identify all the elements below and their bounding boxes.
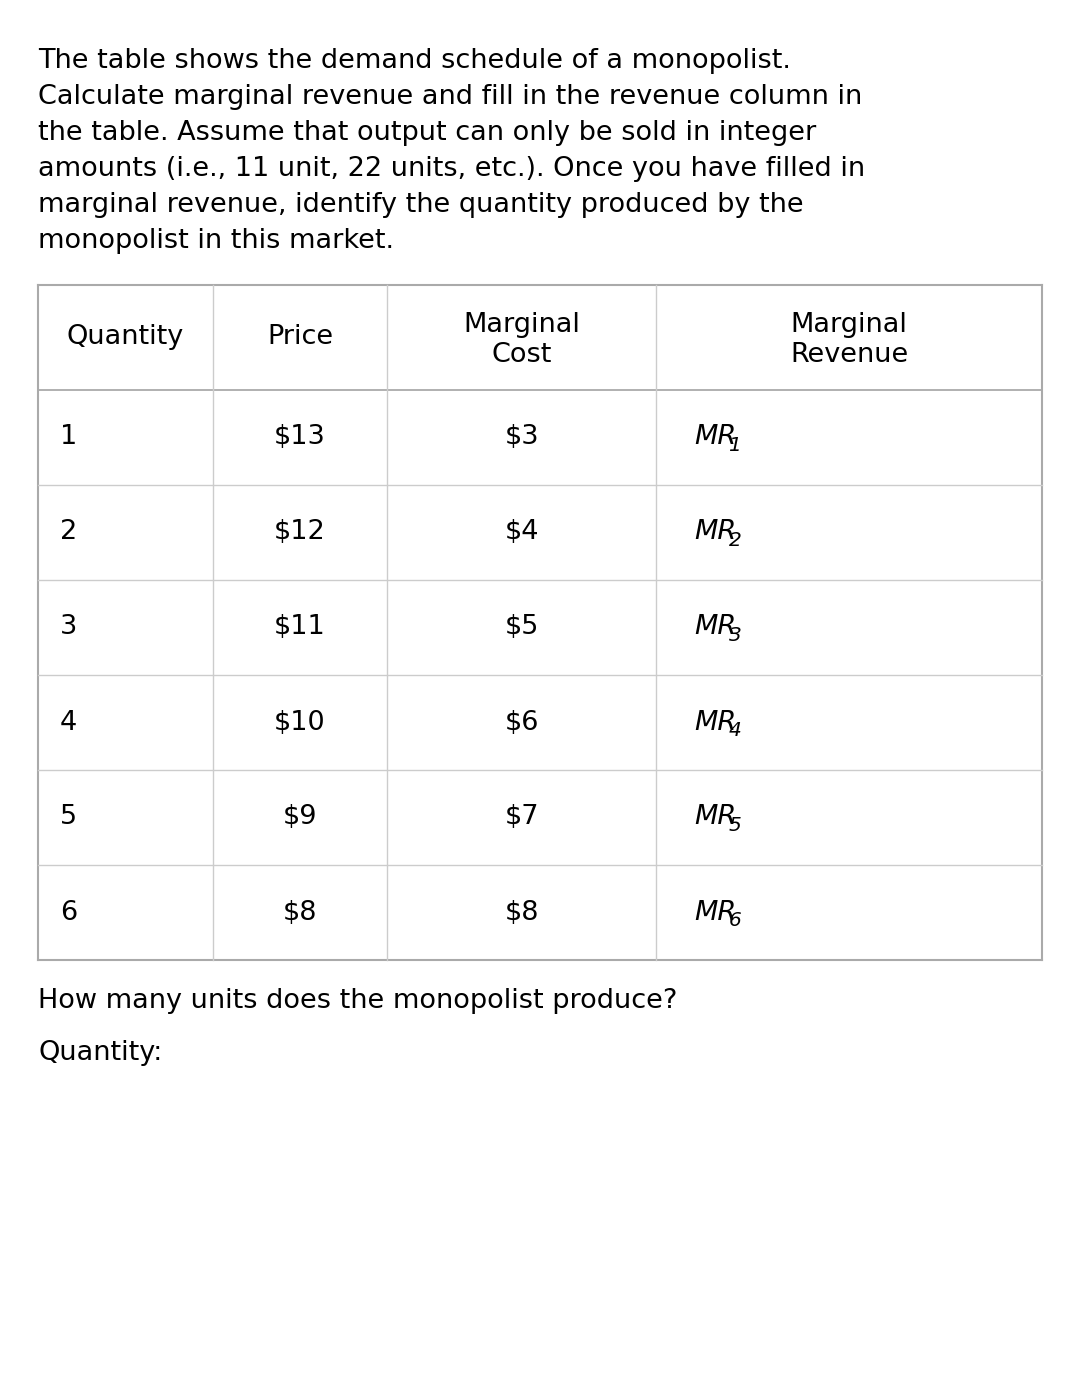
Text: $13: $13 xyxy=(274,425,326,450)
Text: The table shows the demand schedule of a monopolist.: The table shows the demand schedule of a… xyxy=(38,48,791,74)
Text: 1: 1 xyxy=(729,436,741,455)
Text: $5: $5 xyxy=(504,615,539,640)
Text: $8: $8 xyxy=(283,900,318,926)
Text: MR: MR xyxy=(694,425,737,450)
Text: 3: 3 xyxy=(729,626,741,645)
Text: MR: MR xyxy=(694,900,737,926)
Text: monopolist in this market.: monopolist in this market. xyxy=(38,228,394,255)
Text: Marginal: Marginal xyxy=(791,311,907,337)
Text: $4: $4 xyxy=(504,520,539,545)
Text: 2: 2 xyxy=(60,520,78,545)
Text: 5: 5 xyxy=(60,805,77,831)
Text: Quantity:: Quantity: xyxy=(38,1040,162,1066)
Text: Cost: Cost xyxy=(491,341,552,367)
Text: Revenue: Revenue xyxy=(791,341,908,367)
Text: $11: $11 xyxy=(274,615,326,640)
Text: MR: MR xyxy=(694,615,737,640)
Text: 4: 4 xyxy=(729,721,741,740)
Text: 1: 1 xyxy=(60,425,78,450)
Text: Marginal: Marginal xyxy=(463,311,580,337)
Text: $7: $7 xyxy=(504,805,539,831)
Text: Price: Price xyxy=(267,325,333,351)
Text: $12: $12 xyxy=(274,520,326,545)
Text: 4: 4 xyxy=(60,710,78,736)
Text: Calculate marginal revenue and fill in the revenue column in: Calculate marginal revenue and fill in t… xyxy=(38,84,862,110)
Text: $9: $9 xyxy=(283,805,318,831)
Text: How many units does the monopolist produce?: How many units does the monopolist produ… xyxy=(38,988,677,1014)
Text: $8: $8 xyxy=(504,900,539,926)
Text: 2: 2 xyxy=(729,531,741,550)
Text: MR: MR xyxy=(694,710,737,736)
Text: 5: 5 xyxy=(729,816,741,835)
Text: MR: MR xyxy=(694,805,737,831)
Text: $6: $6 xyxy=(504,710,539,736)
Text: 3: 3 xyxy=(60,615,78,640)
Text: marginal revenue, identify the quantity produced by the: marginal revenue, identify the quantity … xyxy=(38,193,804,217)
Text: MR: MR xyxy=(694,520,737,545)
Text: Quantity: Quantity xyxy=(67,325,184,351)
Text: $10: $10 xyxy=(274,710,326,736)
Text: 6: 6 xyxy=(729,911,741,930)
Text: 6: 6 xyxy=(60,900,78,926)
Text: the table. Assume that output can only be sold in integer: the table. Assume that output can only b… xyxy=(38,120,816,146)
Text: amounts (i.e., 11 unit, 22 units, etc.). Once you have filled in: amounts (i.e., 11 unit, 22 units, etc.).… xyxy=(38,155,865,182)
Text: $3: $3 xyxy=(504,425,539,450)
